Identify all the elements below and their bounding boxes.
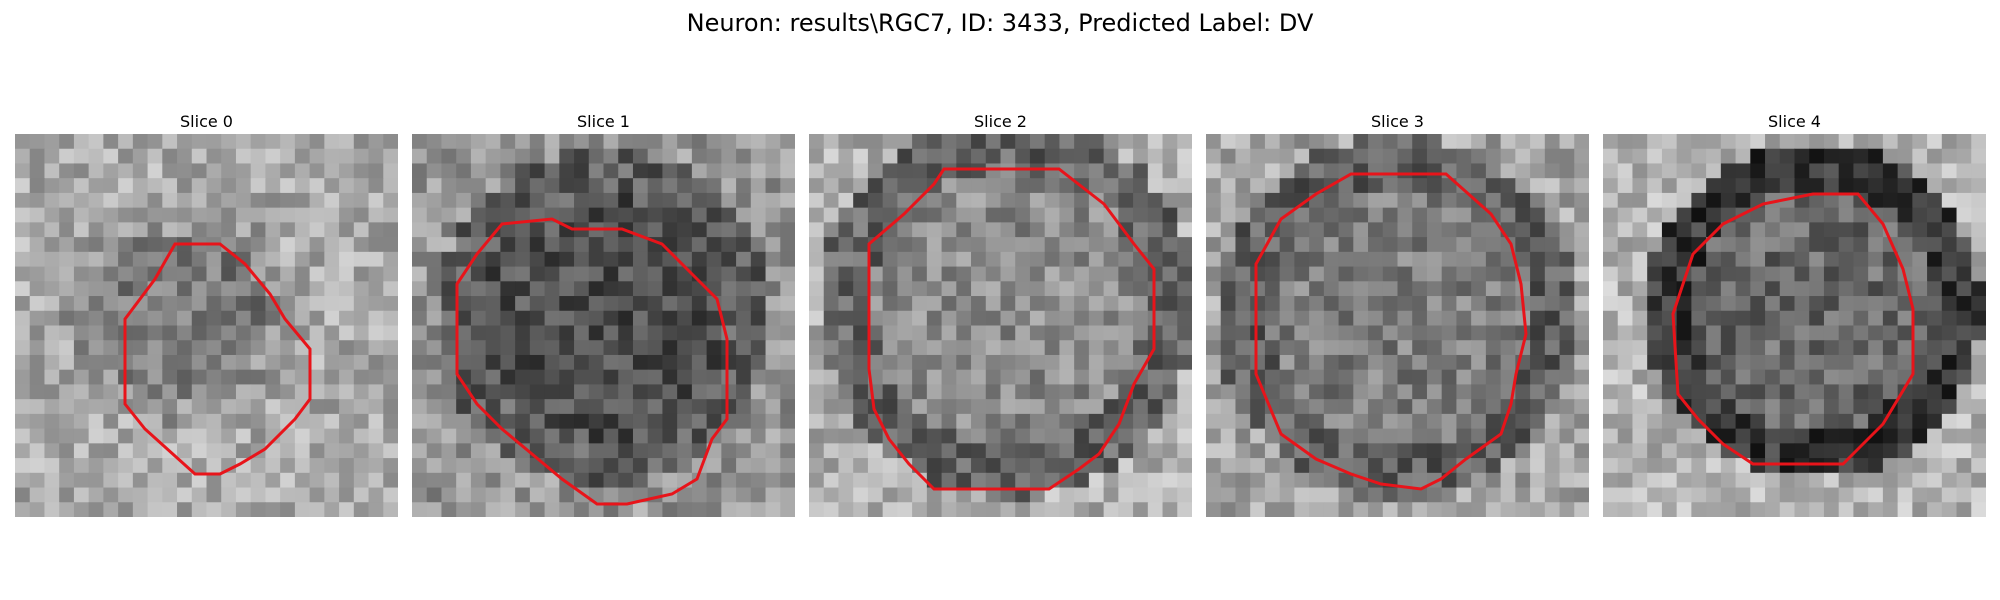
slice-image-0-svg: [15, 134, 398, 517]
slice-title-2: Slice 2: [974, 112, 1027, 131]
contour-outline-3: [1254, 172, 1528, 491]
slice-title-0: Slice 0: [180, 112, 233, 131]
slice-image-1: [412, 134, 795, 517]
slice-title-4: Slice 4: [1768, 112, 1821, 131]
pixel-grid-0: [15, 134, 398, 517]
slice-panel-1: Slice 1: [412, 110, 795, 517]
slice-title-3: Slice 3: [1371, 112, 1424, 131]
contour-outline-1: [455, 217, 729, 506]
contour-outline-0: [123, 242, 312, 476]
pixel-grid-1: [412, 134, 795, 517]
slice-image-3-svg: [1206, 134, 1589, 517]
slice-image-4-svg: [1603, 134, 1986, 517]
contour-outline-2: [867, 167, 1156, 491]
slice-panel-4: Slice 4: [1603, 110, 1986, 517]
figure-title: Neuron: results\RGC7, ID: 3433, Predicte…: [686, 9, 1314, 37]
slice-panel-2: Slice 2: [809, 110, 1192, 517]
slice-panel-0: Slice 0: [15, 110, 398, 517]
pixel-grid-2: [809, 134, 1192, 517]
pixel-grid-4: [1603, 134, 1986, 517]
slice-panel-3: Slice 3: [1206, 110, 1589, 517]
slice-image-4: [1603, 134, 1986, 517]
slice-image-0: [15, 134, 398, 517]
slice-image-3: [1206, 134, 1589, 517]
slice-image-2-svg: [809, 134, 1192, 517]
pixel-grid-3: [1206, 134, 1589, 517]
slice-image-2: [809, 134, 1192, 517]
slice-image-1-svg: [412, 134, 795, 517]
slice-title-1: Slice 1: [577, 112, 630, 131]
contour-outline-4: [1671, 192, 1915, 466]
